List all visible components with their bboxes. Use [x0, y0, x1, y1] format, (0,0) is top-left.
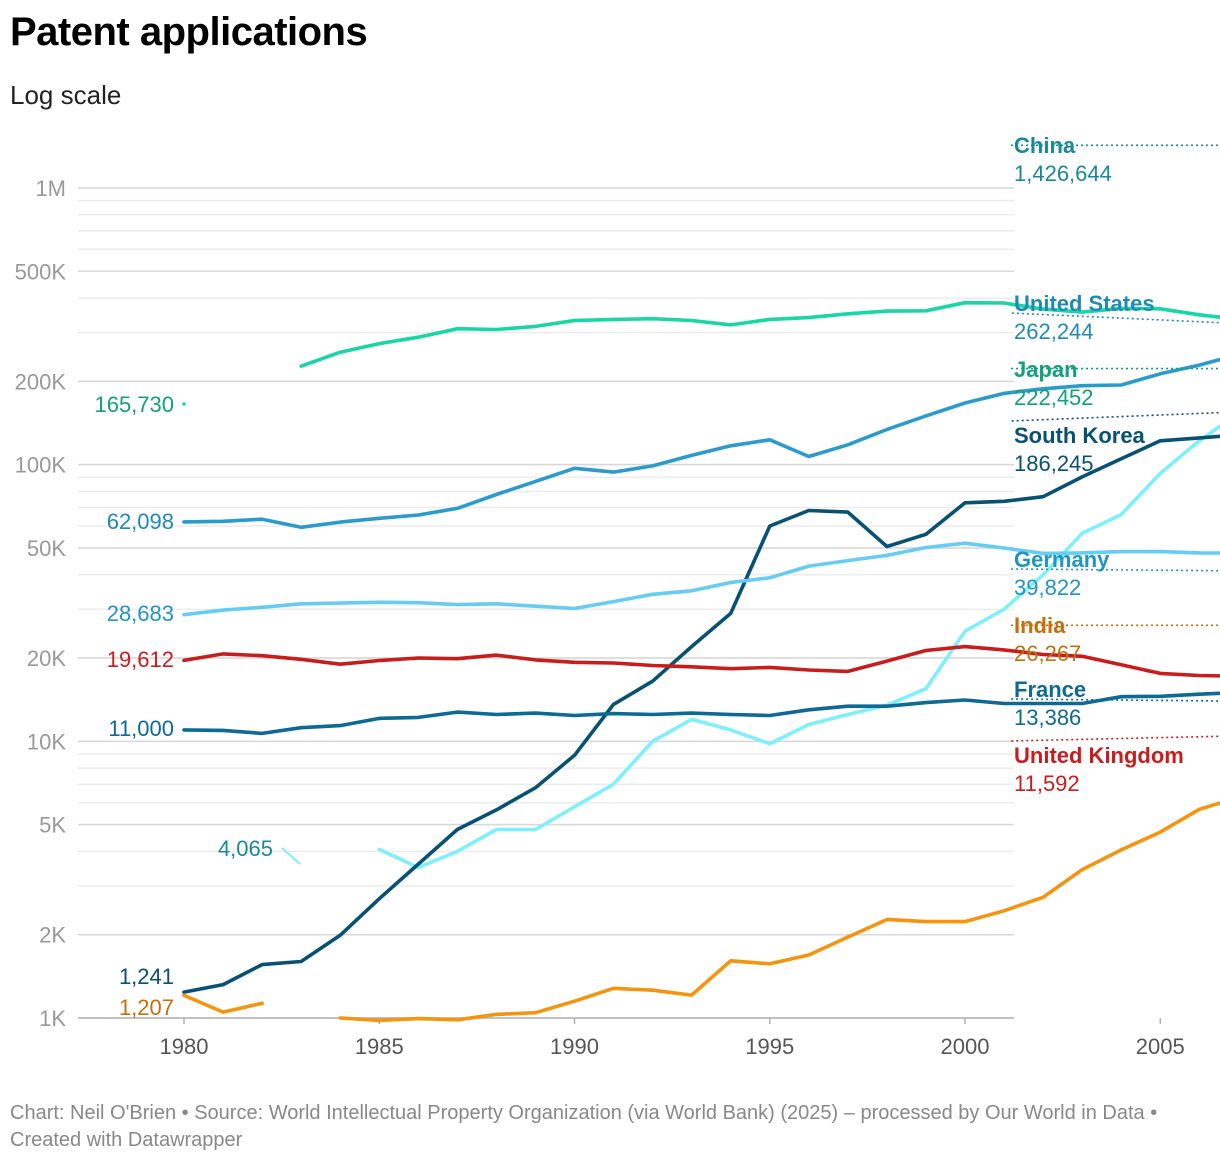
x-tick-label: 2000: [941, 1034, 990, 1059]
x-tick-label: 1990: [550, 1034, 599, 1059]
y-tick-label: 500K: [15, 259, 67, 284]
start-label-1: 62,098: [107, 509, 174, 534]
end-value-0: 1,426,644: [1014, 161, 1112, 186]
end-name-2: Japan: [1014, 357, 1078, 382]
y-tick-label: 100K: [15, 453, 67, 478]
series-line-7: [182, 644, 1220, 678]
series-line-0: [377, 424, 1220, 870]
series-line-5: [182, 993, 264, 1014]
series-labels: 4,065 62,098 165,730 1,241 28,683 1,207 11,000…: [94, 133, 1220, 1020]
series-line-3: [182, 434, 1220, 994]
end-value-2: 222,452: [1014, 385, 1094, 410]
start-label-6: 11,000: [108, 716, 174, 741]
japan-start-marker: [182, 402, 186, 406]
grid: [78, 187, 1014, 1019]
x-tick-label: 1985: [355, 1034, 404, 1059]
start-label-4: 28,683: [107, 601, 174, 626]
y-tick-label: 2K: [39, 923, 66, 948]
start-label-3: 1,241: [119, 964, 174, 989]
y-tick-label: 1M: [35, 176, 66, 201]
end-value-6: 13,386: [1014, 705, 1081, 730]
series-lines: [182, 300, 1220, 1023]
chart-footer: Chart: Neil O'Brien • Source: World Inte…: [10, 1102, 1158, 1151]
axes: 1K 2K 5K 10K 20K 50K 100K 200K 500K 1M 1980 1985 199…: [15, 176, 1185, 1059]
line-chart: 1K 2K 5K 10K 20K 50K 100K 200K 500K 1M 1980 1985 199…: [15, 133, 1220, 1059]
chart-title: Patent applications: [10, 10, 368, 54]
y-tick-label: 5K: [39, 813, 66, 838]
y-tick-label: 20K: [27, 646, 66, 671]
series-line-1: [182, 357, 1220, 530]
end-value-5: 26,267: [1014, 641, 1081, 666]
series-line-5: [338, 801, 1220, 1023]
end-name-7: United Kingdom: [1014, 743, 1184, 768]
end-name-0: China: [1014, 133, 1076, 158]
end-value-3: 186,245: [1014, 451, 1094, 476]
series-line-4: [182, 541, 1220, 617]
end-name-3: South Korea: [1014, 423, 1146, 448]
y-tick-label: 200K: [15, 369, 67, 394]
end-value-4: 39,822: [1014, 575, 1081, 600]
china-start-connector: [281, 847, 301, 865]
series-line-6: [182, 691, 1220, 736]
start-label-2: 165,730: [94, 392, 174, 417]
end-name-1: United States: [1014, 291, 1155, 316]
end-name-6: France: [1014, 677, 1086, 702]
end-value-7: 11,592: [1014, 771, 1080, 796]
x-tick-label: 2005: [1136, 1034, 1185, 1059]
start-label-5: 1,207: [119, 995, 174, 1020]
x-tick-label: 1980: [160, 1034, 209, 1059]
end-value-1: 262,244: [1014, 319, 1094, 344]
series-line-2: [299, 300, 1220, 368]
x-tick-label: 1995: [745, 1034, 794, 1059]
chart-subtitle: Log scale: [10, 80, 122, 110]
y-tick-label: 1K: [39, 1006, 66, 1031]
end-name-4: Germany: [1014, 547, 1110, 572]
y-tick-label: 50K: [27, 536, 66, 561]
y-tick-label: 10K: [27, 729, 66, 754]
start-label-7: 19,612: [107, 647, 174, 672]
start-label-0: 4,065: [218, 836, 273, 861]
